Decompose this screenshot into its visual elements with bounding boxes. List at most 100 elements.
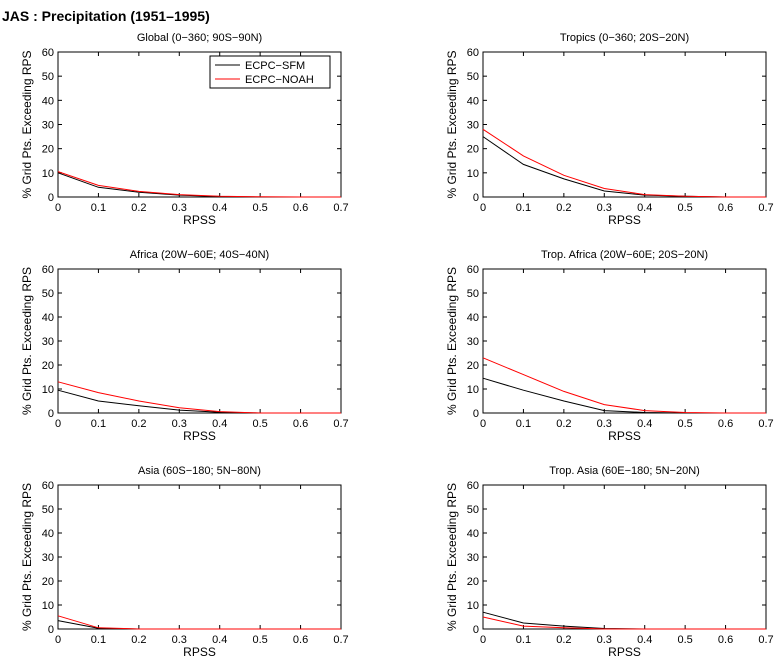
y-tick-label: 30 (42, 120, 54, 132)
y-tick-label: 20 (42, 576, 54, 588)
figure-title: JAS : Precipitation (1951–1995) (2, 8, 210, 24)
x-tick-label: 0.6 (293, 202, 308, 214)
plot-area (482, 51, 767, 198)
y-tick-label: 20 (467, 360, 479, 372)
y-tick-label: 30 (467, 120, 479, 132)
y-tick-label: 60 (42, 47, 54, 59)
x-tick-label: 0.3 (597, 202, 612, 214)
y-tick-label: 30 (467, 336, 479, 348)
y-tick-label: 50 (467, 504, 479, 516)
y-tick-label: 50 (42, 71, 54, 83)
x-tick-label: 0.7 (758, 202, 773, 214)
plot-area (57, 484, 342, 630)
x-tick-label: 0.6 (718, 418, 733, 430)
y-tick-label: 10 (42, 600, 54, 612)
x-tick-label: 0.1 (516, 418, 531, 430)
y-tick-label: 30 (42, 336, 54, 348)
plot-area (57, 268, 342, 414)
x-tick-label: 0 (55, 634, 61, 646)
y-tick-label: 30 (42, 552, 54, 564)
x-tick-label: 0.2 (556, 634, 571, 646)
panel-title: Trop. Africa (20W−60E; 20S−20N) (541, 249, 708, 261)
x-tick-label: 0.5 (252, 202, 267, 214)
y-tick-label: 40 (467, 312, 479, 324)
x-tick-label: 0.3 (597, 418, 612, 430)
x-tick-label: 0.2 (556, 202, 571, 214)
plot-area (482, 484, 767, 630)
x-tick-label: 0.2 (131, 418, 146, 430)
y-tick-label: 20 (42, 144, 54, 156)
x-tick-label: 0.1 (91, 418, 106, 430)
y-axis-label: % Grid Pts. Exceeding RPS (20, 483, 34, 631)
chart-panel-5: Asia (60S−180; 5N−80N) 0 0.1 0.2 0.3 0.4 0.5 0.… (20, 465, 349, 659)
y-tick-label: 20 (42, 360, 54, 372)
panel-title: Tropics (0−360; 20S−20N) (560, 32, 689, 44)
x-tick-label: 0.7 (333, 202, 348, 214)
x-tick-label: 0.1 (91, 634, 106, 646)
x-tick-label: 0 (480, 418, 486, 430)
x-axis-label: RPSS (183, 429, 216, 443)
x-tick-label: 0 (480, 202, 486, 214)
chart-panel-3: Africa (20W−60E; 40S−40N) 0 0.1 0.2 0.3 0.4 0.… (20, 249, 349, 443)
x-tick-label: 0.6 (718, 202, 733, 214)
x-tick-label: 0.4 (637, 202, 652, 214)
y-tick-label: 50 (467, 71, 479, 83)
x-tick-label: 0 (480, 634, 486, 646)
panel-title: Trop. Asia (60E−180; 5N−20N) (549, 465, 700, 477)
series-line-noah (57, 171, 341, 198)
y-tick-label: 40 (467, 528, 479, 540)
y-axis-label: % Grid Pts. Exceeding RPS (20, 50, 34, 198)
legend-label: ECPC−SFM (245, 60, 305, 72)
x-tick-label: 0.3 (172, 634, 187, 646)
x-tick-label: 0 (55, 202, 61, 214)
y-tick-label: 10 (42, 168, 54, 180)
x-tick-label: 0.4 (212, 634, 227, 646)
x-tick-label: 0.2 (131, 202, 146, 214)
chart-panel-2: Tropics (0−360; 20S−20N) 0 0.1 0.2 0.3 0.4 0.5… (445, 32, 774, 227)
y-tick-label: 20 (467, 144, 479, 156)
panel-title: Africa (20W−60E; 40S−40N) (130, 249, 269, 261)
y-tick-label: 0 (473, 192, 479, 204)
y-tick-label: 60 (467, 480, 479, 492)
y-tick-label: 40 (42, 528, 54, 540)
x-tick-label: 0.2 (556, 418, 571, 430)
x-tick-label: 0.3 (172, 418, 187, 430)
x-tick-label: 0.1 (516, 202, 531, 214)
x-tick-label: 0.4 (637, 418, 652, 430)
x-tick-label: 0.5 (252, 634, 267, 646)
x-tick-label: 0.4 (212, 418, 227, 430)
y-tick-label: 10 (467, 168, 479, 180)
x-tick-label: 0.3 (597, 634, 612, 646)
x-axis-label: RPSS (608, 645, 641, 659)
series-line-noah (57, 615, 341, 630)
y-tick-label: 60 (42, 480, 54, 492)
y-axis-label: % Grid Pts. Exceeding RPS (20, 267, 34, 415)
y-tick-label: 60 (467, 264, 479, 276)
y-axis-label: % Grid Pts. Exceeding RPS (445, 267, 459, 415)
series-line-noah (482, 128, 766, 198)
legend: ECPC−SFM ECPC−NOAH (209, 55, 331, 89)
chart-panel-6: Trop. Asia (60E−180; 5N−20N) 0 0.1 0.2 0.3 0.… (445, 465, 774, 659)
x-axis-label: RPSS (608, 429, 641, 443)
plot-area (482, 268, 767, 414)
y-tick-label: 0 (48, 192, 54, 204)
x-tick-label: 0.6 (293, 634, 308, 646)
x-tick-label: 0.5 (677, 634, 692, 646)
x-tick-label: 0.5 (677, 418, 692, 430)
legend-box (209, 55, 331, 89)
x-axis-label: RPSS (183, 645, 216, 659)
x-axis-label: RPSS (183, 213, 216, 227)
series-line-noah (482, 357, 766, 414)
x-axis-label: RPSS (608, 213, 641, 227)
y-tick-label: 50 (42, 504, 54, 516)
y-tick-label: 60 (467, 47, 479, 59)
y-axis-label: % Grid Pts. Exceeding RPS (445, 50, 459, 198)
y-tick-label: 10 (467, 384, 479, 396)
y-tick-label: 20 (467, 576, 479, 588)
x-tick-label: 0.2 (131, 634, 146, 646)
y-tick-label: 40 (42, 95, 54, 107)
y-tick-label: 50 (467, 288, 479, 300)
x-tick-label: 0.5 (252, 418, 267, 430)
y-tick-label: 0 (473, 624, 479, 636)
series-line-noah (57, 381, 341, 414)
